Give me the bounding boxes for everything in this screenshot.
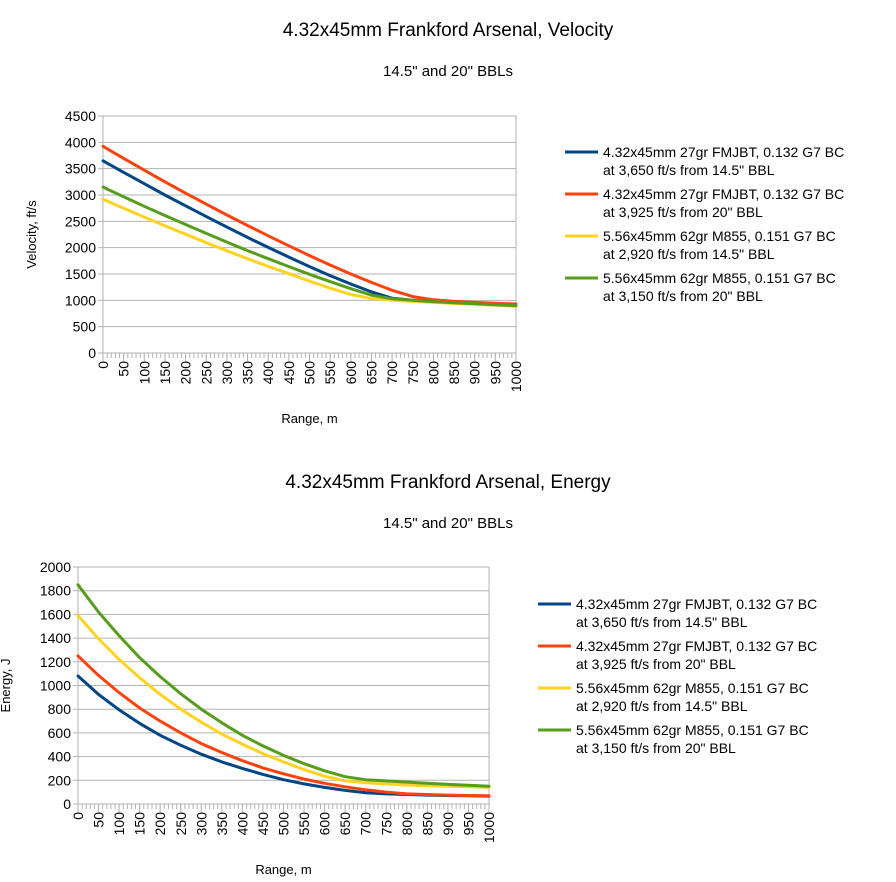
y-tick-label: 4000 bbox=[65, 134, 96, 150]
y-tick-label: 1600 bbox=[40, 606, 71, 622]
series-line-1 bbox=[76, 674, 491, 798]
series-line-3 bbox=[76, 614, 491, 789]
x-tick-label: 950 bbox=[460, 812, 476, 836]
chart-subtitle: 14.5" and 20" BBLs bbox=[383, 515, 513, 532]
x-axis-label: Range, m bbox=[281, 411, 337, 426]
y-tick-label: 1400 bbox=[40, 630, 71, 646]
legend-entry: 5.56x45mm 62gr M855, 0.151 G7 BC at 2,920… bbox=[576, 680, 809, 714]
x-tick-label: 750 bbox=[378, 812, 394, 836]
x-tick-label: 900 bbox=[467, 361, 483, 385]
y-tick-label: 800 bbox=[48, 701, 72, 717]
energy-chart: 4.32x45mm Frankford Arsenal, Energy 14.5… bbox=[0, 452, 896, 882]
chart-title: 4.32x45mm Frankford Arsenal, Velocity bbox=[282, 20, 614, 41]
y-tick-label: 3000 bbox=[65, 187, 96, 203]
x-tick-label: 1000 bbox=[508, 361, 524, 392]
x-tick-label: 400 bbox=[260, 361, 276, 385]
legend-entry: 4.32x45mm 27gr FMJBT, 0.132 G7 BC at 3,92… bbox=[603, 186, 844, 220]
series-line-4 bbox=[101, 185, 518, 308]
x-tick-label: 50 bbox=[91, 812, 107, 828]
y-tick-label: 500 bbox=[73, 319, 97, 335]
y-tick-label: 200 bbox=[48, 772, 72, 788]
x-tick-label: 50 bbox=[116, 361, 132, 377]
x-tick-label: 950 bbox=[487, 361, 503, 385]
chart-title: 4.32x45mm Frankford Arsenal, Energy bbox=[285, 472, 611, 493]
x-tick-label: 100 bbox=[136, 361, 152, 385]
y-tick-label: 4500 bbox=[65, 108, 96, 124]
x-tick-label: 700 bbox=[384, 361, 400, 385]
y-axis-label: Energy, J bbox=[0, 659, 13, 713]
y-tick-label: 400 bbox=[48, 749, 72, 765]
x-tick-label: 800 bbox=[399, 812, 415, 836]
x-tick-label: 250 bbox=[173, 812, 189, 836]
x-tick-label: 250 bbox=[198, 361, 214, 385]
x-tick-label: 500 bbox=[276, 812, 292, 836]
x-tick-label: 0 bbox=[95, 361, 111, 369]
x-tick-label: 700 bbox=[358, 812, 374, 836]
x-tick-label: 550 bbox=[322, 361, 338, 385]
y-tick-label: 600 bbox=[48, 725, 72, 741]
plot-frame bbox=[77, 566, 490, 805]
x-tick-label: 150 bbox=[157, 361, 173, 385]
y-tick-label: 1200 bbox=[40, 654, 71, 670]
x-tick-label: 450 bbox=[281, 361, 297, 385]
x-tick-label: 900 bbox=[440, 812, 456, 836]
x-tick-label: 150 bbox=[132, 812, 148, 836]
legend-entry: 5.56x45mm 62gr M855, 0.151 G7 BC at 3,150… bbox=[603, 270, 836, 304]
y-tick-label: 2000 bbox=[65, 240, 96, 256]
velocity-chart: 4.32x45mm Frankford Arsenal, Velocity 14… bbox=[24, 20, 844, 426]
x-tick-label: 550 bbox=[296, 812, 312, 836]
legend-entry: 4.32x45mm 27gr FMJBT, 0.132 G7 BC at 3,65… bbox=[576, 596, 817, 630]
x-tick-label: 650 bbox=[337, 812, 353, 836]
x-tick-label: 400 bbox=[234, 812, 250, 836]
energy-plot: 0 200 400 600 800 1000 1200 1400 1600 1800 2000 0 50… bbox=[0, 559, 817, 877]
legend-entry: 5.56x45mm 62gr M855, 0.151 G7 BC at 3,150… bbox=[576, 722, 809, 756]
legend-entry: 4.32x45mm 27gr FMJBT, 0.132 G7 BC at 3,65… bbox=[603, 144, 844, 178]
x-tick-label: 450 bbox=[255, 812, 271, 836]
y-tick-label: 2000 bbox=[40, 559, 71, 575]
x-axis-label: Range, m bbox=[255, 862, 311, 877]
x-tick-label: 300 bbox=[219, 361, 235, 385]
x-tick-label: 600 bbox=[343, 361, 359, 385]
y-tick-label: 0 bbox=[63, 796, 71, 812]
chart-subtitle: 14.5" and 20" BBLs bbox=[383, 63, 513, 80]
x-tick-label: 200 bbox=[178, 361, 194, 385]
x-tick-label: 500 bbox=[302, 361, 318, 385]
x-tick-label: 0 bbox=[70, 812, 86, 820]
plot-frame bbox=[102, 115, 517, 354]
legend-entry: 4.32x45mm 27gr FMJBT, 0.132 G7 BC at 3,92… bbox=[576, 638, 817, 672]
x-tick-label: 850 bbox=[419, 812, 435, 836]
y-tick-label: 1800 bbox=[40, 583, 71, 599]
x-tick-label: 600 bbox=[317, 812, 333, 836]
x-tick-label: 200 bbox=[152, 812, 168, 836]
x-tick-label: 350 bbox=[240, 361, 256, 385]
y-tick-label: 3500 bbox=[65, 161, 96, 177]
x-tick-label: 650 bbox=[363, 361, 379, 385]
x-tick-label: 100 bbox=[111, 812, 127, 836]
x-tick-label: 350 bbox=[214, 812, 230, 836]
y-tick-label: 1500 bbox=[65, 266, 96, 282]
x-tick-label: 1000 bbox=[481, 812, 497, 843]
y-tick-label: 1000 bbox=[40, 678, 71, 694]
x-tick-label: 850 bbox=[446, 361, 462, 385]
legend-entry: 5.56x45mm 62gr M855, 0.151 G7 BC at 2,920… bbox=[603, 228, 836, 262]
y-tick-label: 0 bbox=[88, 345, 96, 361]
series-line-2 bbox=[76, 654, 491, 798]
x-tick-label: 300 bbox=[193, 812, 209, 836]
y-tick-label: 2500 bbox=[65, 213, 96, 229]
y-tick-label: 1000 bbox=[65, 292, 96, 308]
y-axis-label: Velocity, ft/s bbox=[24, 200, 39, 269]
x-tick-label: 750 bbox=[405, 361, 421, 385]
series-line-4 bbox=[76, 583, 491, 788]
x-tick-label: 800 bbox=[425, 361, 441, 385]
